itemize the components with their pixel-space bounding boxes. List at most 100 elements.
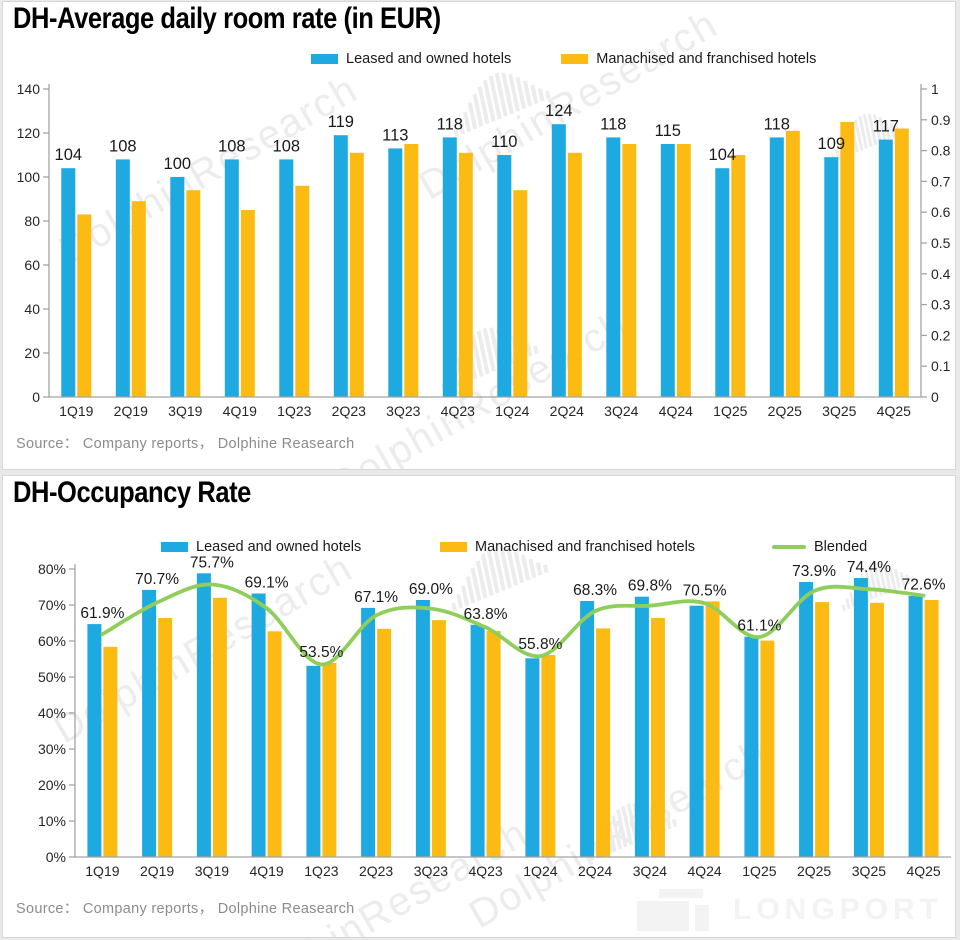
- bar: [824, 157, 839, 397]
- x-axis-label: 4Q19: [223, 403, 257, 419]
- x-axis-label: 1Q25: [713, 403, 747, 419]
- x-axis-label: 3Q23: [414, 863, 448, 879]
- bar: [404, 144, 419, 397]
- legend-label-leased: Leased and owned hotels: [196, 539, 362, 555]
- legend-swatch-yellow: [561, 54, 589, 64]
- x-axis-label: 4Q25: [906, 863, 940, 879]
- legend-label-manachised: Manachised and franchised hotels: [596, 51, 817, 67]
- x-axis-label: 2Q24: [578, 863, 612, 879]
- y2-axis-tick-label: 1: [931, 81, 939, 97]
- y-axis-tick-label: 70%: [38, 597, 66, 613]
- bar: [115, 159, 130, 397]
- bar-value-label: 68.3%: [573, 582, 617, 599]
- y2-axis-tick-label: 0.8: [931, 143, 951, 159]
- bar: [731, 155, 746, 397]
- legend-line-green: [772, 545, 806, 549]
- x-axis-label: 2Q23: [332, 403, 366, 419]
- bar-value-label: 117: [873, 118, 899, 136]
- bar: [87, 624, 102, 857]
- y-axis-tick-label: 40: [24, 301, 40, 317]
- x-axis-label: 2Q19: [114, 403, 148, 419]
- bar: [744, 636, 759, 857]
- x-axis-label: 1Q24: [495, 403, 529, 419]
- bar: [333, 135, 348, 397]
- source-note: Source： Company reports， Dolphine Reasea…: [16, 436, 355, 452]
- room-rate-chart: 1Q19 2Q19 3Q19 4Q19 1Q23 2Q23 3Q23 4Q23 1Q24 2Q24…: [17, 72, 951, 419]
- bar-value-label: 75.7%: [190, 554, 234, 571]
- bar: [815, 602, 830, 857]
- source-note: Source： Company reports， Dolphine Reasea…: [16, 901, 355, 917]
- bar: [908, 596, 923, 857]
- bar-value-label: 70.5%: [683, 582, 727, 599]
- bar-value-label: 104: [709, 146, 737, 164]
- x-axis-label: 1Q24: [523, 863, 557, 879]
- bar: [596, 628, 611, 857]
- longport-logo-icon: [637, 889, 709, 931]
- chart-title-room-rate: DH-Average daily room rate (in EUR): [13, 2, 441, 35]
- bar: [551, 124, 566, 397]
- watermark-fan-icon: [453, 72, 551, 137]
- legend-label-manachised: Manachised and franchised hotels: [475, 539, 696, 555]
- bar: [760, 640, 775, 857]
- bar-value-label: 109: [818, 135, 846, 153]
- x-axis-label: 4Q23: [441, 403, 475, 419]
- bar: [878, 139, 893, 397]
- bar-value-label: 118: [764, 115, 790, 133]
- longport-logo-text: LONGPORT: [733, 893, 943, 926]
- x-axis-label: 2Q24: [550, 403, 584, 419]
- legend-label-blended: Blended: [814, 539, 868, 555]
- bar: [322, 663, 337, 857]
- bar: [431, 620, 446, 857]
- y-axis-tick-label: 50%: [38, 669, 66, 685]
- x-axis-label: 4Q25: [877, 403, 911, 419]
- y-axis-tick-label: 80: [24, 213, 40, 229]
- bar-value-label: 69.8%: [628, 578, 672, 595]
- x-axis-label: 2Q19: [140, 863, 174, 879]
- x-axis-label: 1Q23: [277, 403, 311, 419]
- legend-item-manachised: Manachised and franchised hotels: [561, 51, 816, 67]
- y2-axis-tick-label: 0.4: [931, 266, 951, 282]
- legend-item-leased: Leased and owned hotels: [311, 51, 511, 67]
- x-axis-label: 2Q23: [359, 863, 393, 879]
- bar-value-label: 108: [109, 137, 137, 155]
- bar-value-label: 72.6%: [902, 577, 946, 594]
- x-axis-label: 1Q19: [59, 403, 93, 419]
- bar-value-label: 69.0%: [409, 581, 453, 598]
- y-axis-tick-label: 20%: [38, 777, 66, 793]
- y-axis-tick-label: 60%: [38, 633, 66, 649]
- y2-axis-tick-label: 0.9: [931, 112, 951, 128]
- bar-value-label: 67.1%: [354, 589, 398, 606]
- legend-room-rate: Leased and owned hotels Manachised and f…: [311, 51, 816, 67]
- bar-value-label: 73.9%: [792, 563, 836, 580]
- bar-value-label: 108: [218, 137, 246, 155]
- bar: [853, 578, 868, 857]
- legend-label-leased: Leased and owned hotels: [346, 51, 512, 67]
- bar: [61, 168, 76, 397]
- bar: [660, 144, 675, 397]
- bar: [240, 210, 255, 397]
- bar: [676, 144, 691, 397]
- bar-value-label: 108: [273, 137, 301, 155]
- bar: [306, 665, 321, 857]
- chart-title-occupancy: DH-Occupancy Rate: [13, 476, 251, 509]
- bar: [295, 185, 310, 397]
- bar-value-label: 61.9%: [80, 605, 124, 622]
- bar: [650, 618, 665, 857]
- bar: [541, 655, 556, 857]
- watermark-fan-icon: [451, 546, 549, 611]
- bar-value-label: 63.8%: [464, 606, 508, 623]
- bar: [689, 605, 704, 857]
- bar: [103, 646, 118, 857]
- panel-room-rate: DolphinResearch DolphinResearch DolphinR…: [2, 1, 956, 470]
- bar: [212, 597, 227, 857]
- legend-swatch-yellow: [440, 542, 467, 552]
- bar-value-label: 74.4%: [847, 559, 891, 576]
- legend-item-manachised: Manachised and franchised hotels: [440, 539, 695, 555]
- panel-occupancy: DolphinResearch DolphinResearch DolphinR…: [2, 475, 956, 938]
- bar: [349, 152, 364, 397]
- x-axis-label: 2Q25: [797, 863, 831, 879]
- bar: [77, 214, 92, 397]
- y-axis-tick-label: 0: [32, 389, 40, 405]
- bar: [131, 201, 146, 397]
